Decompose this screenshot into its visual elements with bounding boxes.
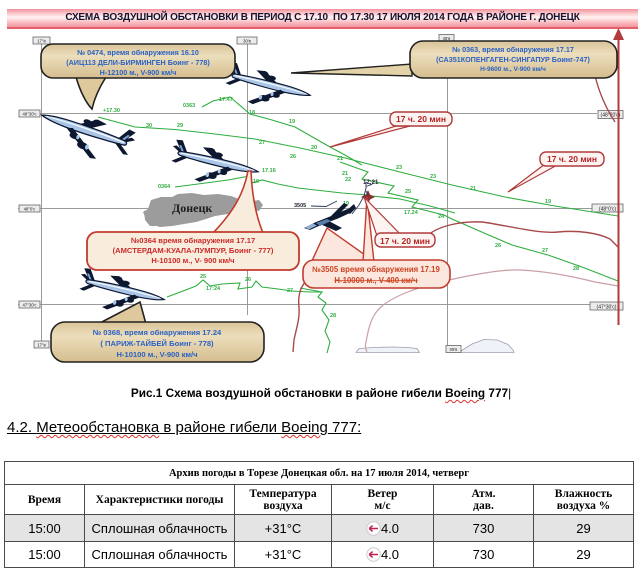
svg-text:20: 20 (311, 145, 317, 151)
svg-text:24: 24 (438, 214, 445, 220)
svg-text:17 ч. 20 мин: 17 ч. 20 мин (396, 114, 446, 124)
svg-text:48°30'с: 48°30'с (23, 112, 37, 117)
svg-text:(АМСТЕРДАМ-КУАЛА-ЛУМПУР, Боинг: (АМСТЕРДАМ-КУАЛА-ЛУМПУР, Боинг - 777) (113, 246, 274, 255)
svg-text:Н-10000 м., V-400 км/ч: Н-10000 м., V-400 км/ч (334, 276, 417, 285)
svg-text:45'в: 45'в (443, 36, 451, 41)
svg-text:№ 0363, время обнаружения 17.1: № 0363, время обнаружения 17.17 (452, 45, 574, 54)
svg-text:25: 25 (200, 274, 206, 280)
svg-text:0363: 0363 (183, 103, 195, 109)
svg-text:(АИЦ113 ДЕЛИ-БИРМИНГЕН Боинг -: (АИЦ113 ДЕЛИ-БИРМИНГЕН Боинг - 778) (66, 58, 210, 67)
svg-text:21: 21 (470, 186, 476, 192)
svg-text:Н-10100 м., V- 900 км/ч: Н-10100 м., V- 900 км/ч (151, 256, 234, 265)
svg-text:0364: 0364 (158, 184, 171, 190)
svg-text:29: 29 (177, 123, 183, 129)
svg-text:17.47: 17.47 (219, 97, 233, 103)
svg-text:48°0'с: 48°0'с (24, 207, 36, 212)
svg-text:Н-12100 м., V-900 км/ч: Н-12100 м., V-900 км/ч (100, 68, 177, 77)
svg-text:17 ч. 20 мин: 17 ч. 20 мин (547, 154, 597, 164)
svg-text:17.16: 17.16 (262, 168, 276, 174)
svg-text:17 ч. 20 мин: 17 ч. 20 мин (380, 236, 430, 246)
svg-text:Н-10100 м., V-900 км/ч: Н-10100 м., V-900 км/ч (116, 350, 197, 359)
svg-text:(48°0'с): (48°0'с) (599, 207, 616, 213)
svg-text:17.24: 17.24 (404, 210, 419, 216)
svg-text:27: 27 (542, 248, 548, 254)
svg-text:( ПАРИЖ-ТАЙБЕЙ Боинг - 778): ( ПАРИЖ-ТАЙБЕЙ Боинг - 778) (100, 339, 214, 348)
svg-text:17°в: 17°в (37, 343, 46, 348)
svg-text:28: 28 (573, 266, 579, 272)
svg-text:23: 23 (396, 165, 402, 171)
svg-text:19: 19 (343, 201, 349, 207)
svg-text:+17.30: +17.30 (103, 108, 120, 114)
svg-text:21: 21 (342, 171, 348, 177)
svg-text:№0364 время обнаружения 17.17: №0364 время обнаружения 17.17 (131, 236, 255, 245)
svg-text:09'в: 09'в (450, 347, 458, 352)
svg-text:30: 30 (146, 123, 152, 129)
svg-text:26: 26 (495, 243, 501, 249)
svg-text:№ 0368, время обнаружения 17.2: № 0368, время обнаружения 17.24 (93, 328, 222, 337)
svg-text:26: 26 (290, 154, 296, 160)
svg-text:27: 27 (287, 288, 293, 294)
svg-text:(СА351КОПЕНГАГЕН-СИНГАПУР Боин: (СА351КОПЕНГАГЕН-СИНГАПУР Боинг-747) (436, 55, 590, 64)
svg-text:27: 27 (259, 140, 265, 146)
svg-text:30'в: 30'в (243, 39, 251, 44)
svg-text:22: 22 (345, 177, 351, 183)
svg-text:47°30'с: 47°30'с (23, 303, 37, 308)
svg-text:23: 23 (430, 174, 436, 180)
svg-text:Донецк: Донецк (172, 201, 212, 215)
svg-text:17:24: 17:24 (206, 286, 221, 292)
svg-text:18: 18 (249, 110, 255, 116)
svg-text:(47°30'с): (47°30'с) (597, 305, 617, 311)
svg-text:3505: 3505 (294, 203, 306, 209)
svg-text:19: 19 (253, 179, 259, 185)
svg-text:№3505 время обнаружения 17.19: №3505 время обнаружения 17.19 (312, 265, 440, 274)
svg-text:25: 25 (405, 189, 411, 195)
svg-text:17°в: 17°в (37, 39, 46, 44)
svg-text:26: 26 (245, 277, 251, 283)
svg-text:17:21: 17:21 (363, 180, 379, 186)
svg-text:21: 21 (337, 156, 343, 162)
svg-text:19: 19 (545, 199, 551, 205)
svg-text:19: 19 (289, 119, 295, 125)
svg-text:Н-9600 м., V-900 км/ч: Н-9600 м., V-900 км/ч (480, 66, 546, 73)
svg-text:28: 28 (330, 313, 336, 319)
svg-text:№ 0474, время обнаружения 16.1: № 0474, время обнаружения 16.10 (77, 48, 199, 57)
